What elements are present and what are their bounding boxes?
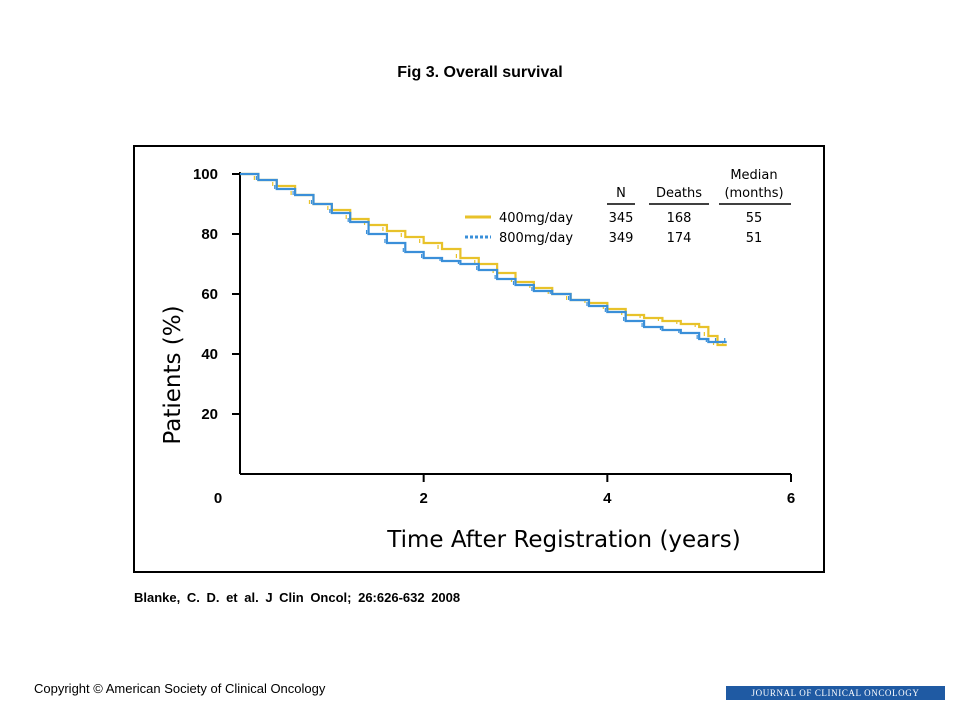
- legend-median-400mg: 55: [746, 211, 763, 226]
- chart-frame: 20 40 60 80 100 0 2 4 6 Patients (%) Time After…: [133, 145, 825, 573]
- chart-legend: N Deaths Median (months) 400mg/day 345 1…: [465, 168, 791, 246]
- legend-median-800mg: 51: [746, 231, 763, 246]
- legend-header-median-top: Median: [730, 168, 777, 183]
- y-tick-label: 20: [201, 406, 218, 423]
- copyright-notice: Copyright © American Society of Clinical…: [34, 681, 326, 696]
- citation: Blanke, C. D. et al. J Clin Oncol; 26:62…: [134, 590, 461, 605]
- y-tick-label: 80: [201, 226, 218, 243]
- legend-n-400mg: 345: [609, 211, 634, 226]
- series-layer: [240, 172, 727, 347]
- legend-n-800mg: 349: [609, 231, 634, 246]
- x-tick-label: 2: [419, 490, 427, 507]
- x-axis-title: Time After Registration (years): [386, 527, 740, 553]
- legend-label-400mg: 400mg/day: [499, 211, 573, 226]
- legend-header-median-bottom: (months): [724, 186, 783, 201]
- legend-header-deaths: Deaths: [656, 186, 702, 201]
- x-tick-label: 6: [787, 490, 795, 507]
- y-axis-title: Patients (%): [160, 305, 186, 444]
- legend-deaths-800mg: 174: [667, 231, 692, 246]
- x-tick-labels: 0 2 4 6: [214, 490, 795, 507]
- legend-label-800mg: 800mg/day: [499, 231, 573, 246]
- y-tick-label: 60: [201, 286, 218, 303]
- x-tick-label: 0: [214, 490, 222, 507]
- survival-chart: 20 40 60 80 100 0 2 4 6 Patients (%) Time After…: [160, 166, 795, 553]
- series-line-800mg-day: [240, 172, 727, 344]
- x-tick-label: 4: [603, 490, 612, 507]
- figure-title: Fig 3. Overall survival: [397, 64, 563, 81]
- y-tick-label: 100: [193, 166, 218, 183]
- chart-axes: [232, 172, 792, 482]
- legend-deaths-400mg: 168: [667, 211, 692, 226]
- journal-logo: JOURNAL OF CLINICAL ONCOLOGY: [726, 686, 945, 700]
- legend-header-n: N: [616, 186, 626, 201]
- y-tick-label: 40: [201, 346, 218, 363]
- y-tick-labels: 20 40 60 80 100: [193, 166, 218, 423]
